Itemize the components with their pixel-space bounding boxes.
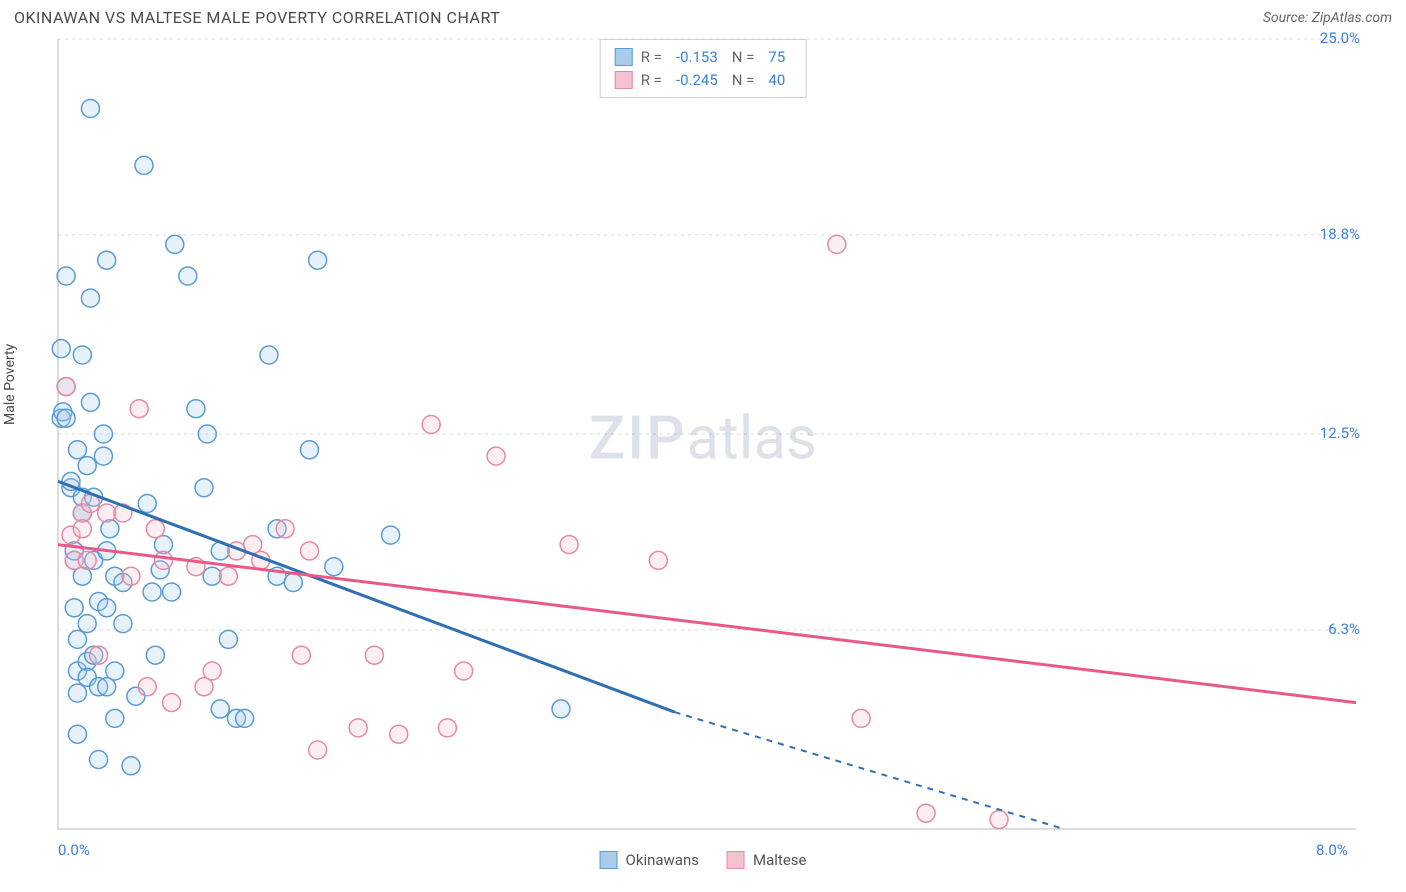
- r-label: R =: [641, 46, 662, 69]
- legend-item-okinawans: Okinawans: [600, 851, 699, 869]
- legend-item-maltese: Maltese: [727, 851, 806, 869]
- chart-container: Male Poverty ZIPatlas R = -0.153 N = 75 …: [14, 35, 1392, 875]
- scatter-chart: [14, 35, 1392, 875]
- legend-row-maltese: R = -0.245 N = 40: [615, 69, 792, 92]
- r-value-okinawans: -0.153: [676, 46, 718, 69]
- r-value-maltese: -0.245: [676, 69, 718, 92]
- legend-label-okinawans: Okinawans: [626, 851, 699, 869]
- x-tick-label: 8.0%: [1316, 841, 1348, 859]
- series-legend: Okinawans Maltese: [600, 851, 807, 869]
- chart-title: OKINAWAN VS MALTESE MALE POVERTY CORRELA…: [14, 8, 500, 27]
- swatch-maltese: [615, 71, 633, 89]
- y-tick-label: 25.0%: [1320, 29, 1360, 47]
- swatch-okinawans: [615, 48, 633, 66]
- legend-label-maltese: Maltese: [753, 851, 806, 869]
- source-attribution: Source: ZipAtlas.com: [1263, 10, 1392, 26]
- chart-header: OKINAWAN VS MALTESE MALE POVERTY CORRELA…: [0, 0, 1406, 31]
- n-label: N =: [732, 46, 755, 69]
- n-value-maltese: 40: [768, 69, 785, 92]
- y-tick-label: 18.8%: [1320, 225, 1360, 243]
- x-tick-label: 0.0%: [58, 841, 90, 859]
- r-label: R =: [641, 69, 662, 92]
- swatch-maltese: [727, 851, 745, 869]
- legend-row-okinawans: R = -0.153 N = 75: [615, 46, 792, 69]
- swatch-okinawans: [600, 851, 618, 869]
- n-label: N =: [732, 69, 755, 92]
- y-axis-label: Male Poverty: [2, 344, 18, 425]
- correlation-legend: R = -0.153 N = 75 R = -0.245 N = 40: [600, 39, 807, 98]
- n-value-okinawans: 75: [768, 46, 785, 69]
- y-tick-label: 12.5%: [1320, 424, 1360, 442]
- y-tick-label: 6.3%: [1328, 620, 1360, 638]
